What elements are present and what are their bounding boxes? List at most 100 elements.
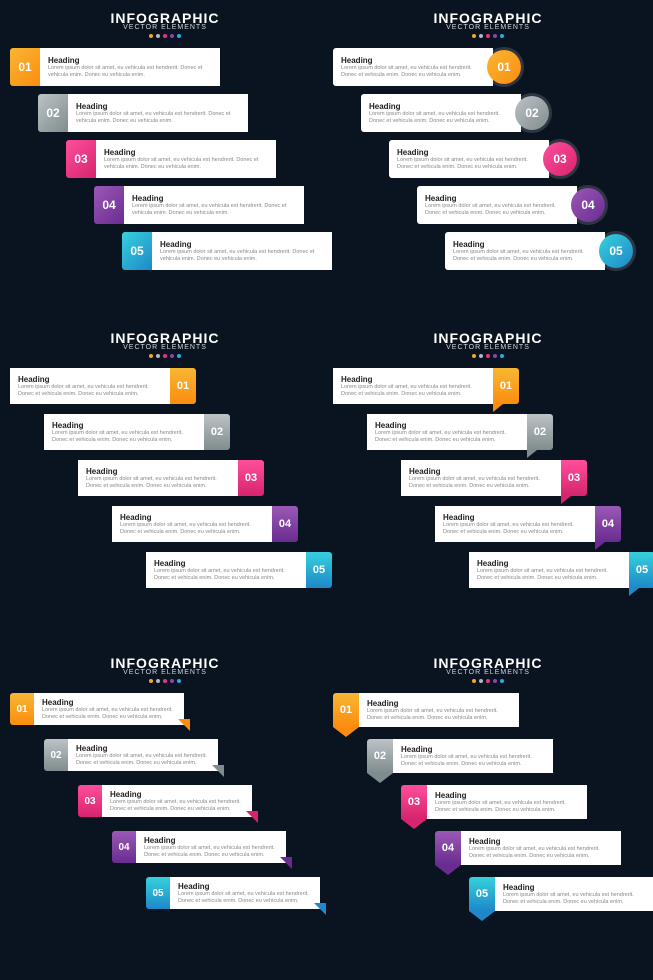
palette-dot xyxy=(500,354,504,358)
step-body: Lorem ipsum dolor sit amet, eu vehicula … xyxy=(369,111,513,124)
step-05: HeadingLorem ipsum dolor sit amet, eu ve… xyxy=(445,232,633,270)
step-number-badge: 04 xyxy=(571,188,605,222)
step-number-badge: 02 xyxy=(38,94,68,132)
step-body: Lorem ipsum dolor sit amet, eu vehicula … xyxy=(443,522,587,535)
step-heading: Heading xyxy=(469,837,613,846)
palette-dot xyxy=(479,679,483,683)
palette-dot xyxy=(479,354,483,358)
infographic-variant-6: INFOGRAPHIC VECTOR ELEMENTS 01HeadingLor… xyxy=(333,655,643,933)
step-card: HeadingLorem ipsum dolor sit amet, eu ve… xyxy=(445,232,605,270)
palette-dot xyxy=(163,34,167,38)
infographic-variant-1: INFOGRAPHIC VECTOR ELEMENTS 01HeadingLor… xyxy=(10,10,320,288)
step-card: HeadingLorem ipsum dolor sit amet, eu ve… xyxy=(435,506,595,542)
step-number-badge: 04 xyxy=(112,831,136,863)
step-02: HeadingLorem ipsum dolor sit amet, eu ve… xyxy=(44,414,230,450)
step-number-badge: 01 xyxy=(493,368,519,404)
step-heading: Heading xyxy=(453,240,597,249)
palette-dot xyxy=(486,34,490,38)
step-heading: Heading xyxy=(160,240,324,249)
badge-tail xyxy=(561,496,571,504)
step-02: 02HeadingLorem ipsum dolor sit amet, eu … xyxy=(38,94,248,132)
step-card: HeadingLorem ipsum dolor sit amet, eu ve… xyxy=(124,186,304,224)
dot-row xyxy=(10,679,320,683)
step-body: Lorem ipsum dolor sit amet, eu vehicula … xyxy=(401,754,545,767)
step-card: HeadingLorem ipsum dolor sit amet, eu ve… xyxy=(152,232,332,270)
step-heading: Heading xyxy=(132,194,296,203)
step-heading: Heading xyxy=(52,421,196,430)
dot-row xyxy=(333,679,643,683)
step-number-badge: 02 xyxy=(515,96,549,130)
step-04: 04HeadingLorem ipsum dolor sit amet, eu … xyxy=(435,831,621,865)
step-number-badge: 03 xyxy=(543,142,577,176)
step-heading: Heading xyxy=(144,836,278,845)
step-body: Lorem ipsum dolor sit amet, eu vehicula … xyxy=(132,203,296,216)
step-heading: Heading xyxy=(409,467,553,476)
step-heading: Heading xyxy=(48,56,212,65)
step-number-badge: 04 xyxy=(272,506,298,542)
title-block: INFOGRAPHIC VECTOR ELEMENTS xyxy=(333,330,643,358)
step-card: HeadingLorem ipsum dolor sit amet, eu ve… xyxy=(96,140,276,178)
palette-dot xyxy=(149,34,153,38)
badge-tail xyxy=(493,404,503,412)
title-block: INFOGRAPHIC VECTOR ELEMENTS xyxy=(10,655,320,683)
step-number-badge: 02 xyxy=(204,414,230,450)
step-04: HeadingLorem ipsum dolor sit amet, eu ve… xyxy=(417,186,605,224)
step-number-badge: 03 xyxy=(66,140,96,178)
step-body: Lorem ipsum dolor sit amet, eu vehicula … xyxy=(52,430,196,443)
step-card: HeadingLorem ipsum dolor sit amet, eu ve… xyxy=(359,693,519,727)
step-01: HeadingLorem ipsum dolor sit amet, eu ve… xyxy=(10,368,196,404)
steps-container: HeadingLorem ipsum dolor sit amet, eu ve… xyxy=(10,368,320,608)
step-body: Lorem ipsum dolor sit amet, eu vehicula … xyxy=(18,384,162,397)
card-corner-accent xyxy=(314,903,326,915)
step-number-badge: 02 xyxy=(367,739,393,773)
step-heading: Heading xyxy=(18,375,162,384)
step-04: 04HeadingLorem ipsum dolor sit amet, eu … xyxy=(94,186,304,224)
step-number-badge: 04 xyxy=(94,186,124,224)
palette-dot xyxy=(500,679,504,683)
step-03: HeadingLorem ipsum dolor sit amet, eu ve… xyxy=(389,140,577,178)
step-card: HeadingLorem ipsum dolor sit amet, eu ve… xyxy=(461,831,621,865)
arrow-down-icon xyxy=(401,819,427,829)
palette-dot xyxy=(486,679,490,683)
card-corner-accent xyxy=(280,857,292,869)
step-card: HeadingLorem ipsum dolor sit amet, eu ve… xyxy=(393,739,553,773)
dot-row xyxy=(10,34,320,38)
step-body: Lorem ipsum dolor sit amet, eu vehicula … xyxy=(144,845,278,858)
step-card: HeadingLorem ipsum dolor sit amet, eu ve… xyxy=(333,368,493,404)
step-heading: Heading xyxy=(120,513,264,522)
palette-dot xyxy=(170,679,174,683)
palette-dot xyxy=(149,354,153,358)
subtitle: VECTOR ELEMENTS xyxy=(10,669,320,676)
step-number-badge: 05 xyxy=(122,232,152,270)
steps-container: HeadingLorem ipsum dolor sit amet, eu ve… xyxy=(333,368,643,608)
badge-tail xyxy=(527,450,537,458)
step-04: HeadingLorem ipsum dolor sit amet, eu ve… xyxy=(112,506,298,542)
step-03: 03HeadingLorem ipsum dolor sit amet, eu … xyxy=(66,140,276,178)
step-heading: Heading xyxy=(443,513,587,522)
step-body: Lorem ipsum dolor sit amet, eu vehicula … xyxy=(76,753,210,766)
step-number-badge: 05 xyxy=(146,877,170,909)
palette-dot xyxy=(177,34,181,38)
palette-dot xyxy=(163,679,167,683)
palette-dot xyxy=(177,354,181,358)
step-body: Lorem ipsum dolor sit amet, eu vehicula … xyxy=(120,522,264,535)
step-05: HeadingLorem ipsum dolor sit amet, eu ve… xyxy=(146,552,332,588)
title-block: INFOGRAPHIC VECTOR ELEMENTS xyxy=(10,330,320,358)
step-03: HeadingLorem ipsum dolor sit amet, eu ve… xyxy=(78,460,264,496)
step-card: HeadingLorem ipsum dolor sit amet, eu ve… xyxy=(68,739,218,771)
step-05: 05HeadingLorem ipsum dolor sit amet, eu … xyxy=(146,877,320,909)
card-corner-accent xyxy=(212,765,224,777)
step-02: HeadingLorem ipsum dolor sit amet, eu ve… xyxy=(361,94,549,132)
step-heading: Heading xyxy=(154,559,298,568)
step-number-badge: 01 xyxy=(10,693,34,725)
step-number-badge: 03 xyxy=(561,460,587,496)
step-card: HeadingLorem ipsum dolor sit amet, eu ve… xyxy=(361,94,521,132)
step-01: 01HeadingLorem ipsum dolor sit amet, eu … xyxy=(333,693,519,727)
step-heading: Heading xyxy=(397,148,541,157)
palette-dot xyxy=(472,34,476,38)
step-card: HeadingLorem ipsum dolor sit amet, eu ve… xyxy=(10,368,170,404)
subtitle: VECTOR ELEMENTS xyxy=(333,24,643,31)
step-number-badge: 01 xyxy=(170,368,196,404)
step-card: HeadingLorem ipsum dolor sit amet, eu ve… xyxy=(78,460,238,496)
badge-tail xyxy=(629,588,639,596)
